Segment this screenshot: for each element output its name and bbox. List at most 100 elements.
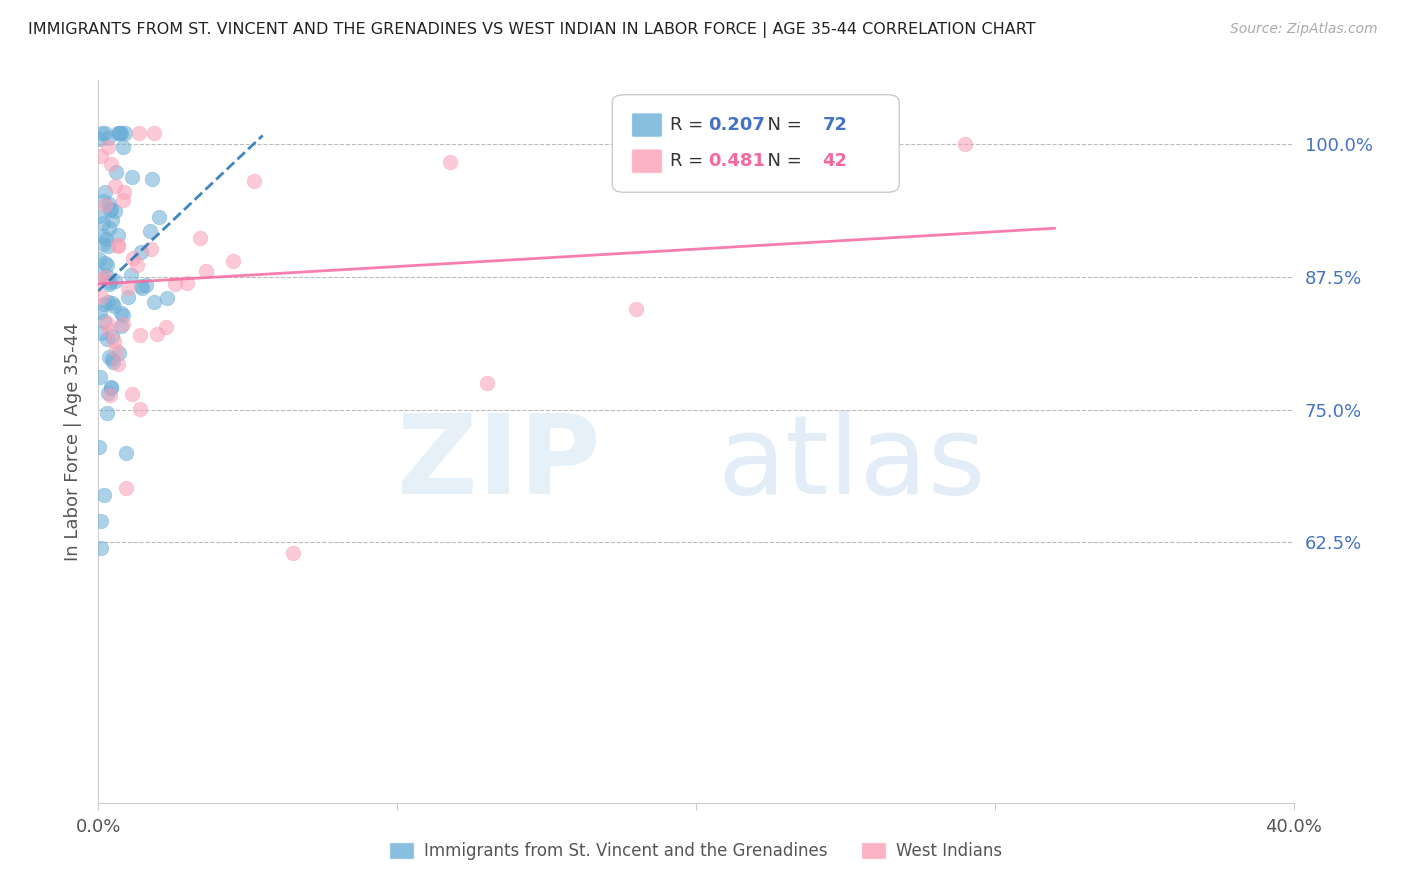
Point <box>90 273 112 287</box>
Point <box>139 224 162 238</box>
Point <box>221 254 243 268</box>
Point <box>90 326 112 340</box>
Point <box>111 308 134 322</box>
Point <box>114 446 136 460</box>
Point <box>107 228 129 243</box>
Point <box>93 297 115 311</box>
Point <box>129 327 152 342</box>
Point <box>94 198 117 212</box>
Text: 0.481: 0.481 <box>709 153 765 170</box>
Point <box>97 140 120 154</box>
Point <box>100 202 122 217</box>
Point <box>110 127 132 141</box>
Point <box>97 385 120 400</box>
Point <box>131 281 153 295</box>
Point <box>87 440 110 454</box>
Point <box>93 488 115 502</box>
Text: ZIP: ZIP <box>396 409 600 516</box>
Point <box>111 318 134 332</box>
Point <box>100 381 122 395</box>
Legend: Immigrants from St. Vincent and the Grenadines, West Indians: Immigrants from St. Vincent and the Gren… <box>382 835 1010 867</box>
Point <box>103 334 125 348</box>
Point <box>97 239 120 253</box>
Point <box>146 327 169 342</box>
Point <box>108 127 131 141</box>
Point <box>117 281 139 295</box>
Text: N =: N = <box>756 153 807 170</box>
Point <box>143 294 166 309</box>
Point <box>122 251 145 265</box>
Text: Source: ZipAtlas.com: Source: ZipAtlas.com <box>1230 22 1378 37</box>
Point <box>89 305 111 319</box>
Point <box>188 231 211 245</box>
Point <box>131 279 153 293</box>
Text: N =: N = <box>756 116 807 134</box>
Point <box>953 136 976 151</box>
Point <box>100 212 122 227</box>
Point <box>110 319 132 334</box>
Point <box>96 317 118 331</box>
Point <box>94 256 117 270</box>
Point <box>98 275 121 289</box>
Point <box>100 157 122 171</box>
Point <box>96 269 118 284</box>
Point <box>129 245 152 260</box>
Point <box>155 320 177 334</box>
Point <box>120 268 142 282</box>
Point <box>114 127 136 141</box>
Point <box>104 203 127 218</box>
Point <box>129 402 152 417</box>
Point <box>96 333 118 347</box>
Point <box>112 140 135 154</box>
Point <box>100 388 122 402</box>
Point <box>89 370 111 384</box>
Point <box>97 277 120 291</box>
Point <box>195 263 218 277</box>
Point <box>115 481 138 495</box>
Point <box>142 127 165 141</box>
Point <box>107 237 129 252</box>
Point <box>91 237 114 252</box>
Text: R =: R = <box>669 153 709 170</box>
Point <box>90 541 112 555</box>
Point <box>100 295 122 310</box>
Point <box>98 350 121 364</box>
Point <box>96 232 118 246</box>
Point <box>94 186 117 200</box>
Point <box>121 170 143 185</box>
Text: 72: 72 <box>823 116 848 134</box>
Point <box>89 268 111 282</box>
Point <box>104 178 127 193</box>
Point <box>91 217 114 231</box>
Point <box>148 210 170 224</box>
FancyBboxPatch shape <box>631 149 662 173</box>
Point <box>89 209 111 223</box>
Point <box>107 127 129 141</box>
Point <box>103 274 125 288</box>
Point <box>475 376 498 390</box>
Text: R =: R = <box>669 116 709 134</box>
Point <box>139 242 162 256</box>
Point <box>101 351 124 366</box>
Point <box>111 193 134 207</box>
Point <box>121 387 143 401</box>
Point <box>135 277 157 292</box>
Point <box>90 290 112 304</box>
Point <box>97 295 120 310</box>
Point <box>117 290 139 304</box>
Text: IMMIGRANTS FROM ST. VINCENT AND THE GRENADINES VS WEST INDIAN IN LABOR FORCE | A: IMMIGRANTS FROM ST. VINCENT AND THE GREN… <box>28 22 1036 38</box>
Point <box>626 301 648 316</box>
Point <box>98 323 121 337</box>
Point <box>141 172 163 186</box>
Point <box>89 132 111 146</box>
Point <box>108 346 131 360</box>
Point <box>87 252 110 267</box>
Point <box>439 155 461 169</box>
Point <box>156 292 179 306</box>
Point <box>93 314 115 328</box>
Point <box>100 380 122 394</box>
Point <box>100 329 122 343</box>
Text: atlas: atlas <box>717 409 986 516</box>
Point <box>107 127 129 141</box>
Point <box>93 269 115 284</box>
